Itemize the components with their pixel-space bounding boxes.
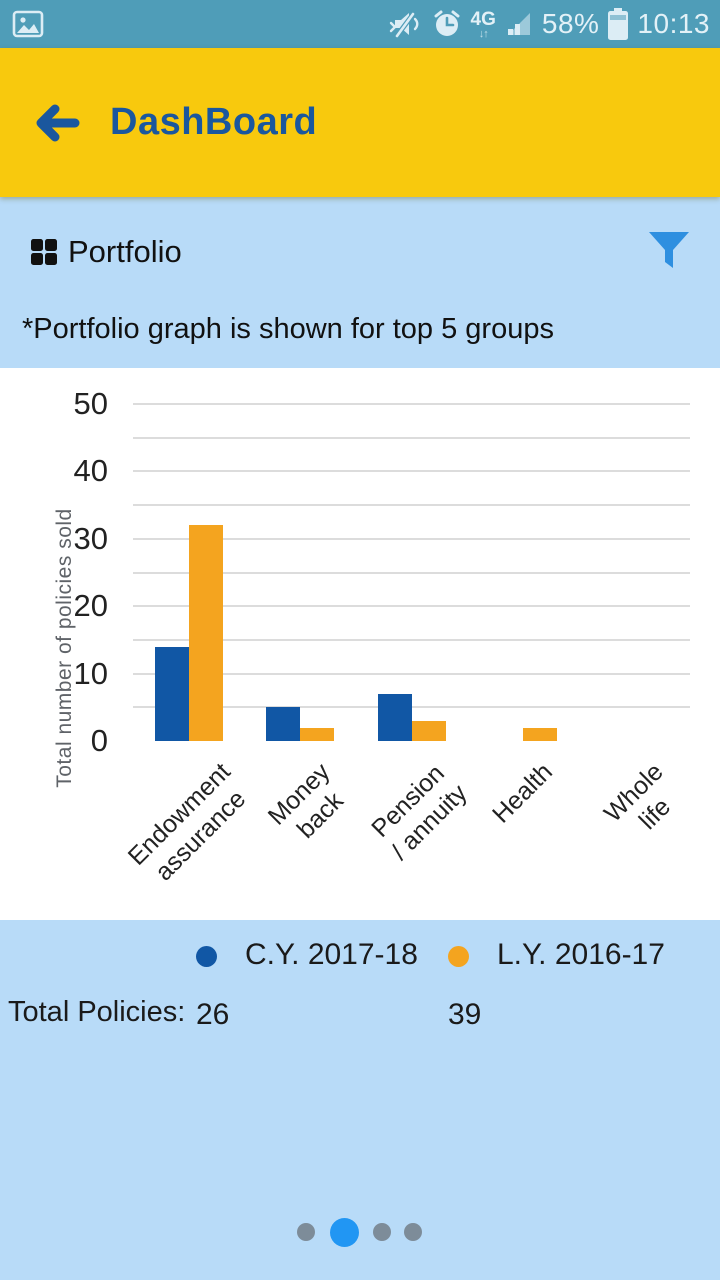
gridline [133, 638, 690, 641]
legend-dot-cy [196, 946, 217, 967]
bar-ly-3[interactable] [522, 727, 557, 741]
bar-ly-0[interactable] [188, 525, 223, 741]
legend-and-totals: C.Y. 2017-18 L.Y. 2016-17 Total Policies… [0, 920, 720, 1280]
x-axis-label: Money back [262, 757, 349, 844]
y-tick-label: 50 [73, 386, 108, 421]
x-axis-label: Whole life [599, 757, 677, 836]
gridline [133, 706, 690, 709]
gridline [133, 504, 690, 507]
y-tick-label: 0 [90, 723, 108, 758]
bar-chart: Total number of policies sold 0 10 20 30 40 5… [0, 368, 720, 920]
portfolio-note: *Portfolio graph is shown for top 5 grou… [22, 313, 554, 345]
plot-area: Endowment assurance Money back Pension / annu… [122, 403, 690, 886]
pager-dot-2[interactable] [373, 1223, 391, 1241]
gridline [133, 672, 690, 675]
filter-funnel-icon [649, 232, 689, 268]
y-tick-label: 30 [73, 520, 108, 556]
portfolio-title: Portfolio [68, 234, 182, 269]
status-bar: 4G ↓↑ 58% 10:13 [0, 0, 720, 48]
clock-time: 10:13 [637, 8, 710, 39]
total-policies-cy: 26 [196, 998, 230, 1031]
x-axis-label: Pension / annuity [365, 759, 473, 866]
legend-label-cy: C.Y. 2017-18 [245, 938, 418, 971]
y-tick-label: 20 [73, 588, 108, 624]
legend-dot-ly [448, 946, 469, 967]
y-tick-label: 40 [73, 453, 108, 489]
back-arrow-icon [36, 104, 80, 141]
y-tick-label: 10 [73, 655, 108, 691]
pager-dot-0[interactable] [297, 1223, 315, 1241]
gridline [133, 403, 690, 405]
legend-label-ly: L.Y. 2016-17 [497, 938, 665, 971]
x-axis-label: Health [486, 757, 558, 829]
battery-percent: 58% [541, 8, 600, 39]
filter-button[interactable] [646, 230, 692, 274]
signal-strength-icon [503, 8, 535, 40]
bar-cy-0[interactable] [154, 646, 189, 741]
back-button[interactable] [30, 99, 82, 147]
pager-dot-1-active[interactable] [330, 1218, 359, 1247]
gallery-icon [10, 6, 46, 42]
bar-ly-2[interactable] [411, 720, 446, 741]
total-policies-ly: 39 [448, 998, 482, 1031]
4g-icon: 4G ↓↑ [470, 9, 496, 40]
app-header: DashBoard [0, 48, 720, 197]
x-axis-label: Endowment assurance [122, 757, 251, 887]
gridline [133, 537, 690, 540]
portfolio-section: Portfolio *Portfolio graph is shown for … [0, 197, 720, 368]
grid-icon [30, 238, 58, 266]
bar-ly-1[interactable] [300, 727, 335, 741]
gridline [133, 605, 690, 608]
gridline [133, 571, 690, 574]
alarm-icon [430, 7, 464, 41]
gridline [133, 470, 690, 473]
gridline [133, 436, 690, 439]
pager-dot-3[interactable] [404, 1223, 422, 1241]
battery-icon [606, 6, 630, 42]
y-axis-ticks: 0 10 20 30 40 50 [0, 387, 120, 758]
total-policies-label: Total Policies: [8, 996, 186, 1028]
page-title: DashBoard [110, 101, 318, 143]
bar-cy-1[interactable] [266, 707, 301, 741]
vibrate-mute-icon [387, 7, 423, 41]
bar-cy-2[interactable] [377, 693, 412, 741]
page-indicator [0, 1216, 720, 1256]
